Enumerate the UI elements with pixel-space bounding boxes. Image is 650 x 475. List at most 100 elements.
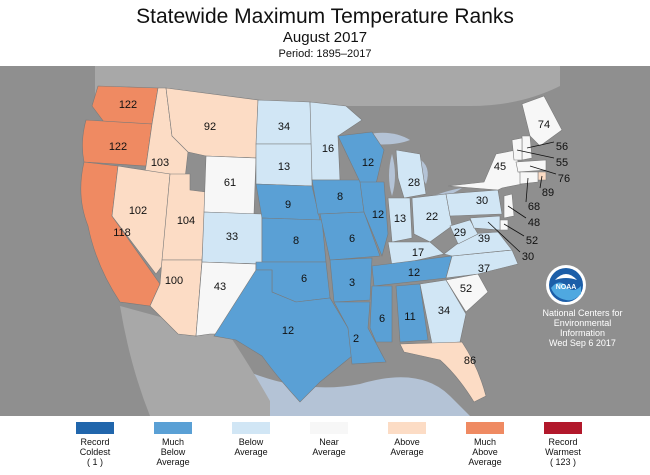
legend-label-line: Record — [548, 437, 578, 447]
rank-label-id: 103 — [151, 157, 169, 169]
map-period: Period: 1895–2017 — [278, 48, 372, 60]
mexico-land — [120, 306, 270, 416]
state-nc — [445, 249, 519, 279]
legend-swatch — [232, 422, 270, 434]
states-layer — [80, 85, 563, 403]
rank-label-wv: 29 — [454, 227, 466, 239]
leader-line-vt — [516, 149, 555, 159]
us-temperature-rank-map: 1221221181031021041009261334334139861216… — [0, 66, 650, 416]
lake-michigan — [389, 154, 395, 196]
leader-line-ri — [539, 175, 543, 189]
legend-label-line: Average — [468, 457, 502, 467]
state-ar — [329, 257, 373, 303]
rank-label-ut: 104 — [177, 215, 195, 227]
state-pa — [445, 189, 503, 217]
legend-item-below: Below Average — [216, 422, 286, 457]
state-wv — [449, 219, 479, 245]
ncei-credit: National Centers for Environmental Infor… — [520, 308, 645, 348]
legend-swatch — [388, 422, 426, 434]
state-nv — [111, 165, 171, 275]
state-nj — [503, 193, 515, 219]
state-ca — [80, 161, 161, 307]
rank-label-nv: 102 — [129, 205, 147, 217]
legend-label-line: ( 1 ) — [86, 457, 103, 467]
rank-label-ca: 118 — [113, 227, 131, 239]
ncei-line-2: Environmental — [553, 318, 612, 328]
legend-swatch — [544, 422, 582, 434]
rank-label-wy: 61 — [224, 177, 236, 189]
legend-label: Much Above Average — [450, 437, 520, 467]
state-sc — [445, 273, 489, 313]
state-fl — [399, 341, 487, 403]
noaa-logo-gull — [555, 274, 577, 280]
legend-label-line: ( 123 ) — [549, 457, 576, 467]
rank-label-ms: 6 — [379, 313, 385, 325]
state-ga — [419, 279, 467, 345]
state-wi — [337, 131, 385, 185]
rank-label-nd: 34 — [278, 121, 290, 133]
rank-label-me: 74 — [538, 119, 550, 131]
state-oh — [411, 193, 453, 243]
legend-item-near: Near Average — [294, 422, 364, 457]
rank-label-nj: 48 — [528, 217, 540, 229]
legend-item-much-below: Much Below Average — [138, 422, 208, 467]
legend-label-line: Average — [312, 447, 346, 457]
legend-label-line: Average — [390, 447, 424, 457]
rank-label-tn: 12 — [408, 267, 420, 279]
map-header: Statewide Maximum Temperature Ranks Augu… — [0, 0, 650, 66]
rank-label-wa: 122 — [119, 99, 137, 111]
rank-label-ga: 34 — [438, 305, 450, 317]
legend-label-line: Below — [238, 437, 264, 447]
rank-label-pa: 30 — [476, 195, 488, 207]
legend-label: Near Average — [294, 437, 364, 457]
rank-label-sd: 13 — [278, 161, 290, 173]
rank-label-nc: 37 — [478, 263, 490, 275]
ncei-line-1: National Centers for — [542, 308, 623, 318]
rank-label-or: 122 — [109, 141, 127, 153]
rank-label-ia: 8 — [337, 191, 343, 203]
legend-label-line: Above — [472, 447, 498, 457]
legend-swatch — [154, 422, 192, 434]
legend-item-record-warmest: Record Warmest( 123 ) — [528, 422, 598, 467]
rank-label-al: 11 — [404, 311, 415, 323]
rank-label-fl: 86 — [464, 355, 476, 367]
rank-label-wi: 12 — [362, 157, 374, 169]
legend-label-line: Warmest — [545, 447, 581, 457]
rank-label-az: 100 — [165, 275, 183, 287]
legend-label-line: Near — [319, 437, 339, 447]
state-de — [499, 219, 509, 231]
state-ms — [369, 285, 393, 343]
rank-label-co: 33 — [226, 231, 238, 243]
state-md — [469, 215, 501, 231]
legend-label-line: Average — [156, 457, 190, 467]
rank-label-mn: 16 — [322, 143, 334, 155]
rank-label-mt: 92 — [204, 121, 216, 133]
rank-label-tx: 12 — [282, 325, 294, 337]
rank-label-ky: 17 — [412, 247, 424, 259]
rank-label-ok: 6 — [301, 273, 307, 285]
rank-label-il: 12 — [372, 209, 384, 221]
legend-label-line: Average — [234, 447, 268, 457]
state-vt — [511, 137, 523, 161]
state-al — [395, 283, 429, 343]
leader-line-md — [487, 221, 521, 253]
legend-label-line: Below — [160, 447, 186, 457]
state-or — [82, 119, 153, 167]
map-subtitle: August 2017 — [282, 29, 368, 46]
rank-label-nm: 43 — [214, 281, 226, 293]
rank-label-ks: 8 — [293, 235, 299, 247]
rank-label-va: 39 — [478, 233, 490, 245]
state-la — [333, 301, 387, 365]
legend-label: Much Below Average — [138, 437, 208, 467]
rank-labels: 1221221181031021041009261334334139861216… — [109, 99, 570, 367]
rank-label-ne: 9 — [285, 199, 291, 211]
rank-label-ct: 68 — [528, 201, 540, 213]
legend-label-line: Above — [394, 437, 420, 447]
legend-swatch — [310, 422, 348, 434]
state-mi — [395, 149, 427, 199]
legend-item-record-coldest: Record Coldest( 1 ) — [60, 422, 130, 467]
legend-label-line: Much — [161, 437, 184, 447]
rank-label-mi: 28 — [408, 177, 420, 189]
state-il — [359, 181, 389, 257]
rank-label-vt: 55 — [556, 157, 568, 169]
